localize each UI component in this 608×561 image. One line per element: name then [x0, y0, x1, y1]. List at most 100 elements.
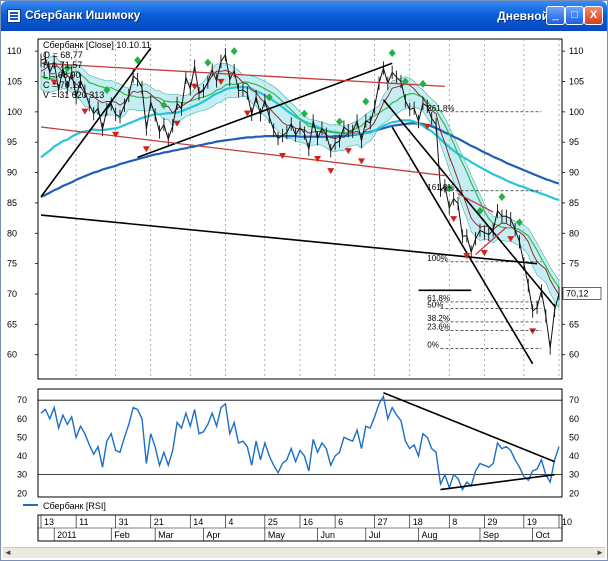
rsi-trendline	[383, 391, 555, 463]
date-day-label: 4	[228, 517, 233, 527]
chart-app-icon	[7, 9, 21, 23]
rsi-tick-label-right: 70	[569, 395, 579, 405]
buy-signal-marker	[134, 56, 142, 65]
price-tick-label-left: 60	[7, 350, 17, 360]
date-day-label: 6	[338, 517, 343, 527]
series-line-ma-slow	[40, 122, 560, 198]
price-tick-label-left: 90	[7, 168, 17, 178]
buy-signal-marker	[230, 47, 238, 56]
price-tick-label-right: 110	[569, 46, 583, 56]
rsi-legend: Сбербанк [RSI]	[23, 501, 106, 511]
buy-signal-marker	[515, 218, 523, 227]
rsi-tick-label-left: 40	[17, 451, 27, 461]
price-tick-label-right: 85	[569, 198, 579, 208]
price-tick-label-left: 70	[7, 289, 17, 299]
price-tick-label-right: 60	[569, 350, 579, 360]
buy-signal-marker	[160, 101, 168, 110]
price-tick-label-left: 100	[7, 107, 22, 117]
scroll-left-arrow-icon[interactable]: ◄	[4, 548, 12, 557]
chart-canvas[interactable]: 261.8% 161.8% 100% 61.8%50% 38.2%23.6% 0% 60 6…	[3, 31, 605, 551]
date-day-label: 21	[154, 517, 164, 527]
sell-signal-marker	[81, 108, 89, 115]
price-tick-label-left: 95	[7, 137, 17, 147]
sell-signal-marker	[142, 146, 150, 153]
sell-signal-marker	[314, 156, 322, 162]
chart-area[interactable]: 261.8% 161.8% 100% 61.8% 50% 38.2% 23.6% 0% 60 6…	[3, 31, 605, 551]
buy-signal-marker	[300, 109, 308, 118]
rsi-tick-label-left: 50	[17, 432, 27, 442]
fib-level-label: 100%	[427, 254, 447, 263]
sell-signal-marker	[450, 216, 458, 223]
window-title: Сбербанк Ишимоку	[25, 8, 141, 22]
last-price-label: 70,12	[566, 288, 589, 298]
minimize-button[interactable]: _	[546, 6, 565, 25]
date-month-label: Feb	[114, 530, 130, 540]
maximize-button[interactable]: □	[565, 6, 584, 25]
rsi-line	[40, 394, 560, 492]
price-tick-label-right: 75	[569, 259, 579, 269]
trendline-black	[382, 99, 556, 307]
buy-signal-marker	[204, 58, 212, 67]
rsi-tick-label-right: 40	[569, 451, 579, 461]
sell-signal-marker	[327, 168, 335, 175]
trendline-black	[137, 62, 393, 159]
period-label[interactable]: Дневной	[497, 9, 549, 23]
trendline-black	[40, 214, 538, 265]
date-day-label: 11	[79, 517, 88, 527]
price-tick-label-right: 90	[569, 168, 579, 178]
sell-signal-marker	[423, 123, 431, 130]
ichimoku-cloud	[40, 55, 560, 309]
sell-signal-marker	[480, 250, 488, 257]
fib-level-label: 161.8%	[427, 183, 454, 192]
buy-signal-marker	[103, 86, 111, 94]
sell-signal-marker	[217, 78, 225, 85]
sell-signal-marker	[191, 83, 199, 90]
info-box: Сбербанк [Close] 10.10.11 O = 68,77 H = …	[43, 40, 151, 100]
horizontal-scrollbar[interactable]: ◄ ►	[3, 547, 605, 558]
date-month-label: Mar	[158, 530, 174, 540]
date-day-label: 19	[527, 517, 537, 527]
trendline-black	[40, 47, 152, 198]
series-line-kijun	[40, 70, 560, 288]
sell-signal-marker	[243, 110, 251, 117]
scroll-right-arrow-icon[interactable]: ►	[596, 548, 604, 557]
rsi-panel	[37, 388, 563, 498]
buy-signal-marker	[336, 117, 344, 126]
date-day-label: 16	[303, 517, 313, 527]
close-button[interactable]: X	[584, 6, 603, 25]
title-bar[interactable]: Сбербанк Ишимоку Дневной _ □ X	[1, 1, 607, 31]
sell-signal-marker	[507, 236, 515, 243]
sell-signal-marker	[50, 79, 58, 86]
trendline-red	[457, 193, 494, 213]
rsi-tick-label-right: 50	[569, 432, 579, 442]
date-month-label: May	[268, 530, 286, 540]
price-tick-label-right: 65	[569, 319, 579, 329]
price-tick-label-right: 95	[569, 137, 579, 147]
info-line-1: Сбербанк [Close] 10.10.11	[43, 40, 151, 50]
info-line-4: L = 68,90	[43, 70, 80, 80]
price-tick-label-left: 85	[7, 198, 17, 208]
buy-signal-marker	[498, 192, 506, 201]
sell-signal-marker	[278, 152, 286, 159]
fib-level-label: 61.8%	[427, 294, 450, 303]
date-month-label: 2011	[57, 530, 76, 540]
price-tick-label-left: 110	[7, 46, 21, 56]
date-day-label: 10	[562, 517, 572, 527]
fib-level-label: 23.6%	[427, 322, 450, 331]
date-day-label: 31	[119, 517, 129, 527]
buy-signal-marker	[476, 206, 484, 215]
buy-signal-marker	[401, 77, 409, 86]
price-tick-label-left: 80	[7, 228, 17, 238]
date-month-label: Sep	[483, 530, 499, 540]
sell-signal-marker	[344, 148, 352, 155]
price-tick-label-left: 75	[7, 259, 17, 269]
fib-level-label: 38.2%	[427, 314, 450, 323]
rsi-tick-label-left: 30	[17, 470, 27, 480]
sell-signal-marker	[112, 131, 120, 138]
date-month-label: Jul	[369, 530, 381, 540]
trendline-red	[40, 62, 445, 88]
rsi-tick-label-left: 20	[17, 488, 27, 498]
fib-level-label: 261.8%	[427, 104, 454, 113]
date-day-label: 29	[487, 517, 497, 527]
